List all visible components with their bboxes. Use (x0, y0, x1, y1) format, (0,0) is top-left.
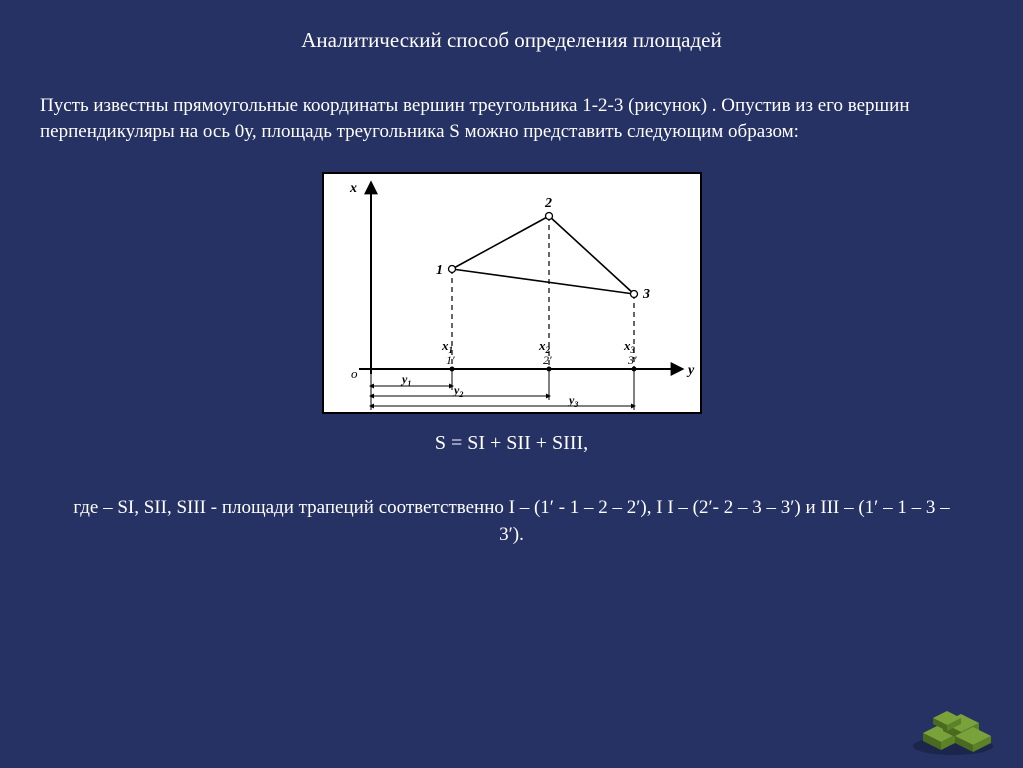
y3-label: y3 (567, 393, 578, 409)
vertex-1-label: 1 (436, 263, 443, 278)
diagram-container: o y x 1 2 3 1′ 2′ 3′ (0, 172, 1023, 414)
vertex-2-label: 2 (544, 196, 552, 211)
y-axis-label: y (686, 363, 695, 378)
description-text: где – SI, SII, SIII - площади трапеций с… (0, 455, 1023, 548)
y1-label: y1 (400, 372, 411, 388)
triangle-diagram: o y x 1 2 3 1′ 2′ 3′ (322, 172, 702, 414)
origin-label: o (351, 366, 358, 381)
y2-label: y2 (452, 383, 463, 399)
intro-paragraph: Пусть известны прямоугольные координаты … (0, 53, 1023, 144)
diagram-svg: o y x 1 2 3 1′ 2′ 3′ (324, 174, 704, 416)
proj-1-label: 1′ (446, 353, 455, 367)
x-axis-label: x (349, 181, 357, 196)
x1-label: x1 (441, 338, 453, 355)
maze-decoration-icon (903, 688, 1003, 758)
slide-title: Аналитический способ определения площаде… (0, 0, 1023, 53)
proj-2-label: 2′ (543, 353, 552, 367)
x2-label: x2 (538, 338, 551, 355)
vertex-3-label: 3 (642, 287, 650, 302)
proj-3-label: 3′ (627, 353, 637, 367)
formula-text: S = SI + SII + SIII, (0, 432, 1023, 455)
